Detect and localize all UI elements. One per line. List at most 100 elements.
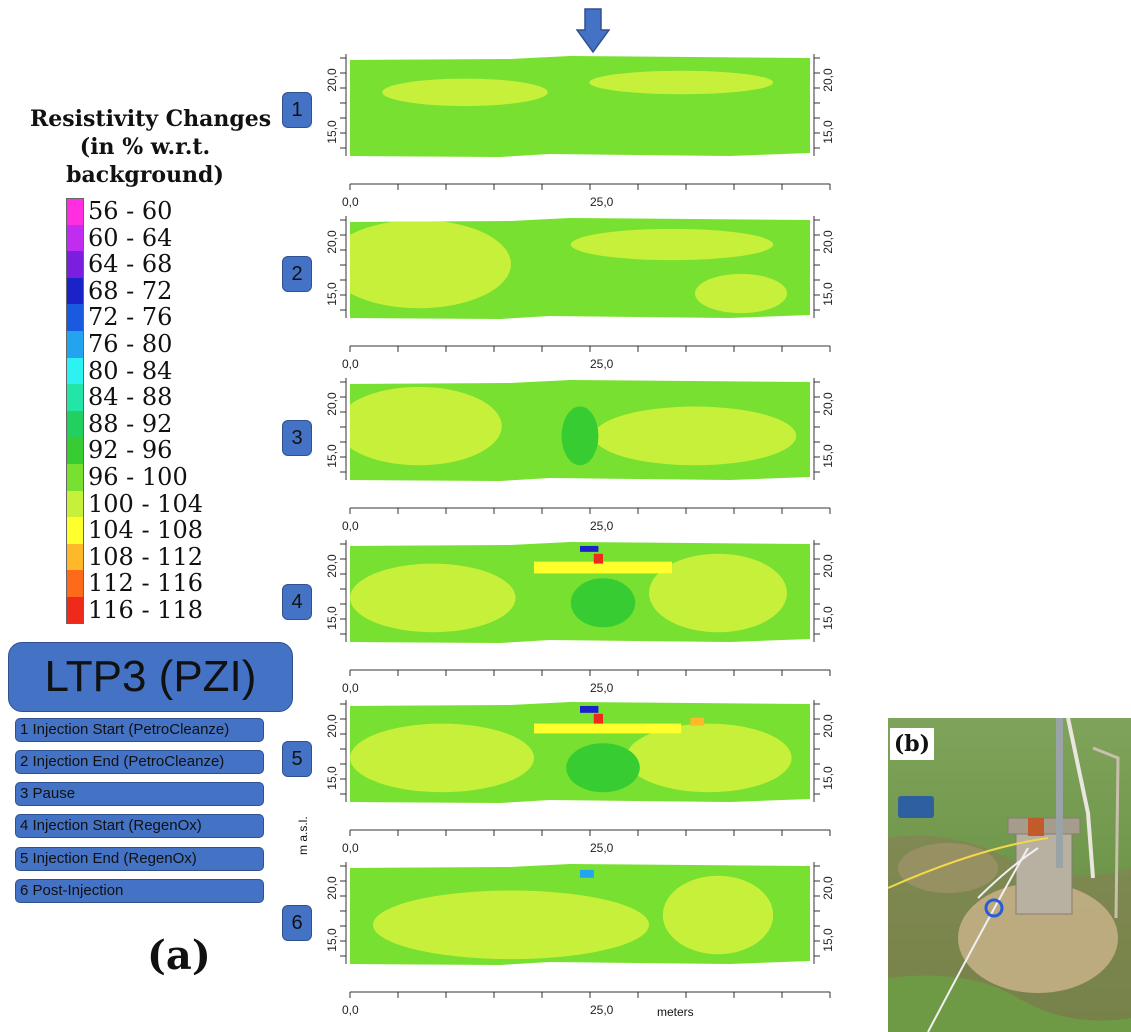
y-tick-label: 20,0	[821, 68, 835, 92]
legend-label: 72 - 76	[88, 303, 173, 332]
legend-label: 64 - 68	[88, 250, 173, 279]
step-6-button: 6 Post-Injection	[15, 879, 264, 903]
legend-label: 100 - 104	[88, 489, 203, 518]
panel-a-label: (a)	[147, 932, 211, 979]
section-number-3: 3	[282, 420, 312, 456]
resistivity-anomaly	[350, 386, 502, 466]
section-number-4: 4	[282, 584, 312, 620]
resistivity-section-6: 20,0 15,0 20,0 15,0 0,0 25,0	[325, 862, 835, 1017]
legend-swatch	[66, 357, 84, 385]
legend-swatch	[66, 596, 84, 624]
y-tick-label: 15,0	[325, 606, 339, 630]
legend-title-line: background)	[66, 162, 224, 188]
resistivity-anomaly	[593, 553, 603, 564]
y-tick-label: 15,0	[821, 282, 835, 306]
x-tick-label: 0,0	[342, 357, 359, 371]
resistivity-section-1: 20,0 15,0 20,0 15,0 0,0 25,0	[325, 54, 835, 209]
resistivity-anomaly	[534, 561, 672, 574]
x-tick-label: 0,0	[342, 1003, 359, 1017]
resistivity-section-2: 20,0 15,0 20,0 15,0 0,0 25,0	[325, 216, 835, 371]
legend-label: 116 - 118	[88, 595, 203, 624]
resistivity-anomaly	[566, 743, 640, 793]
legend-label: 92 - 96	[88, 436, 173, 465]
y-tick-label: 15,0	[325, 928, 339, 952]
resistivity-anomaly	[593, 713, 603, 724]
legend-swatch	[66, 198, 84, 225]
legend-swatch	[66, 224, 84, 252]
x-tick-label: 25,0	[590, 1003, 614, 1017]
resistivity-anomaly	[593, 406, 797, 466]
y-tick-label: 20,0	[821, 554, 835, 578]
y-tick-label: 15,0	[821, 928, 835, 952]
legend-label: 68 - 72	[88, 276, 173, 305]
section-number-1: 1	[282, 92, 312, 128]
resistivity-anomaly	[350, 220, 511, 309]
legend-label: 84 - 88	[88, 383, 173, 412]
resistivity-anomaly	[570, 228, 774, 261]
resistivity-anomaly	[662, 875, 774, 955]
legend-label: 76 - 80	[88, 329, 173, 358]
y-tick-label: 20,0	[325, 554, 339, 578]
step-2-button: 2 Injection End (PetroCleanze)	[15, 750, 264, 774]
resistivity-anomaly	[350, 563, 516, 633]
x-tick-label: 0,0	[342, 195, 359, 209]
resistivity-anomaly	[561, 406, 599, 466]
resistivity-section-5: 20,0 15,0 20,0 15,0 0,0 25,0	[325, 700, 835, 855]
resistivity-anomaly	[382, 78, 548, 107]
resistivity-section-4: 20,0 15,0 20,0 15,0 0,0 25,0	[325, 540, 835, 695]
y-tick-label: 15,0	[821, 606, 835, 630]
y-tick-label: 20,0	[325, 230, 339, 254]
legend-label: 80 - 84	[88, 356, 173, 385]
x-tick-label: 25,0	[590, 519, 614, 533]
legend-swatch	[66, 517, 84, 544]
x-tick-label: 25,0	[590, 195, 614, 209]
x-tick-label: 25,0	[590, 357, 614, 371]
resistivity-anomaly	[580, 869, 594, 878]
step-3-button: 3 Pause	[15, 782, 264, 806]
injection-arrow-icon	[576, 8, 610, 54]
legend-swatch	[66, 463, 84, 491]
resistivity-anomaly	[580, 545, 599, 552]
legend-swatch	[66, 384, 84, 411]
step-1-button: 1 Injection Start (PetroCleanze)	[15, 718, 264, 742]
legend-label: 112 - 116	[88, 569, 203, 598]
resistivity-section-3: 20,0 15,0 20,0 15,0 0,0 25,0	[325, 378, 835, 533]
x-tick-label: 0,0	[342, 681, 359, 695]
section-number-2: 2	[282, 256, 312, 292]
y-tick-label: 15,0	[821, 444, 835, 468]
y-tick-label: 15,0	[821, 766, 835, 790]
legend-swatch	[66, 251, 84, 278]
y-tick-label: 20,0	[821, 392, 835, 416]
legend-swatch	[66, 410, 84, 438]
legend-label: 104 - 108	[88, 516, 203, 545]
y-tick-label: 20,0	[325, 876, 339, 900]
y-tick-label: 15,0	[325, 120, 339, 144]
resistivity-anomaly	[649, 553, 787, 633]
section-number-5: 5	[282, 741, 312, 777]
legend-label: 88 - 92	[88, 409, 173, 438]
x-tick-label: 25,0	[590, 681, 614, 695]
step-4-button: 4 Injection Start (RegenOx)	[15, 814, 264, 838]
resistivity-anomaly	[580, 705, 599, 713]
ltp-title-badge: LTP3 (PZI)	[8, 642, 293, 712]
y-tick-label: 15,0	[325, 444, 339, 468]
y-tick-label: 20,0	[821, 876, 835, 900]
legend-swatch	[66, 277, 84, 305]
x-axis-unit-label: meters	[657, 1005, 694, 1019]
step-5-button: 5 Injection End (RegenOx)	[15, 847, 264, 871]
resistivity-anomaly	[690, 717, 705, 726]
y-tick-label: 20,0	[325, 392, 339, 416]
legend-swatch	[66, 304, 84, 331]
resistivity-anomaly	[350, 723, 534, 793]
legend-title-line: (in % w.r.t.	[79, 134, 211, 160]
x-tick-label: 25,0	[590, 841, 614, 855]
legend-swatch	[66, 330, 84, 358]
legend-swatch	[66, 437, 84, 464]
y-tick-label: 15,0	[325, 282, 339, 306]
legend-label: 96 - 100	[88, 462, 188, 491]
y-tick-label: 15,0	[821, 120, 835, 144]
y-tick-label: 20,0	[821, 230, 835, 254]
y-tick-label: 15,0	[325, 766, 339, 790]
resistivity-anomaly	[695, 273, 787, 314]
legend-title: Resistivity Changes (in % w.r.t. backgro…	[30, 105, 271, 189]
